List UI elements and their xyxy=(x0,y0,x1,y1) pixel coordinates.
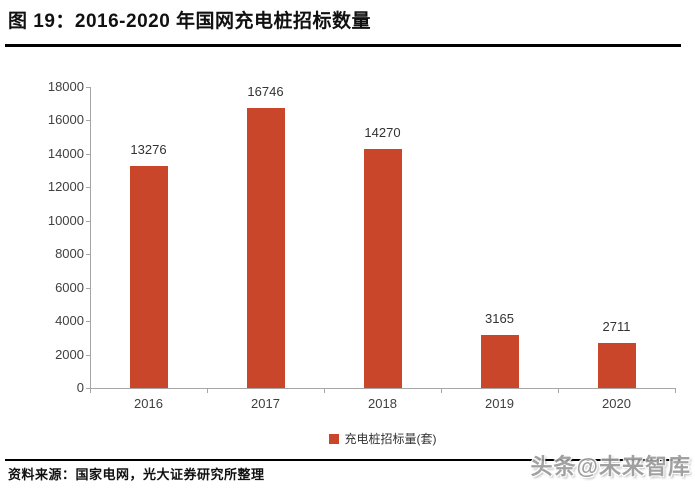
y-axis-tick-label: 12000 xyxy=(47,179,84,195)
x-axis-label: 2020 xyxy=(602,396,631,411)
bar-value-label: 14270 xyxy=(364,125,401,140)
x-axis-tick-mark xyxy=(90,389,91,393)
y-axis-tick-mark xyxy=(86,187,90,189)
x-axis-tick-mark xyxy=(207,389,208,393)
x-axis-label: 2019 xyxy=(485,396,514,411)
y-axis-tick-mark xyxy=(86,87,90,88)
y-axis-tick-mark xyxy=(86,254,90,256)
y-axis-tick-mark xyxy=(86,120,90,122)
x-axis-tick-mark xyxy=(675,389,676,393)
x-axis-tick-mark xyxy=(441,389,442,393)
y-axis-tick-label: 10000 xyxy=(47,212,84,228)
chart-legend: 充电桩招标量(套) xyxy=(90,430,675,447)
x-axis-line xyxy=(90,388,676,389)
source-attribution: 资料来源：国家电网，光大证券研究所整理 xyxy=(8,467,265,482)
legend-color-swatch xyxy=(328,433,339,444)
x-axis-tick-mark xyxy=(324,389,325,393)
y-axis-tick-label: 14000 xyxy=(47,145,84,161)
y-axis-tick-mark xyxy=(86,321,90,323)
bar-value-label: 16746 xyxy=(247,84,284,99)
bar-2020 xyxy=(597,343,636,388)
footer-divider-line xyxy=(5,459,681,461)
x-axis-label: 2016 xyxy=(134,396,163,411)
y-axis-tick-mark xyxy=(86,220,90,222)
y-axis-tick-mark xyxy=(86,388,90,389)
x-axis-label: 2017 xyxy=(251,396,280,411)
bar-value-label: 3165 xyxy=(485,311,514,326)
bar-value-label: 2711 xyxy=(602,319,631,334)
y-axis-tick-label: 16000 xyxy=(47,112,84,128)
y-axis-line xyxy=(90,87,91,388)
y-axis-tick-label: 4000 xyxy=(55,313,84,329)
bar-2017 xyxy=(246,108,285,388)
watermark-text: 头条@未来智库 xyxy=(530,454,691,479)
bar-value-label: 13276 xyxy=(130,142,167,157)
x-axis-tick-mark xyxy=(558,389,559,393)
y-axis-tick-mark xyxy=(86,287,90,289)
bar-2019 xyxy=(480,335,519,388)
y-axis-tick-label: 2000 xyxy=(55,346,84,362)
title-divider-line xyxy=(5,44,681,47)
x-axis-label: 2018 xyxy=(368,396,397,411)
y-axis-tick-label: 6000 xyxy=(55,279,84,295)
y-axis-tick-label: 0 xyxy=(76,380,84,395)
y-axis-tick-label: 8000 xyxy=(55,246,84,262)
y-axis-tick-label: 18000 xyxy=(47,79,84,94)
figure-title: 图 19：2016-2020 年国网充电桩招标数量 xyxy=(8,11,372,32)
legend-series-label: 充电桩招标量(套) xyxy=(344,432,437,446)
bar-2018 xyxy=(363,149,402,388)
y-axis-tick-mark xyxy=(86,153,90,155)
bar-2016 xyxy=(129,166,168,388)
y-axis-tick-mark xyxy=(86,354,90,356)
